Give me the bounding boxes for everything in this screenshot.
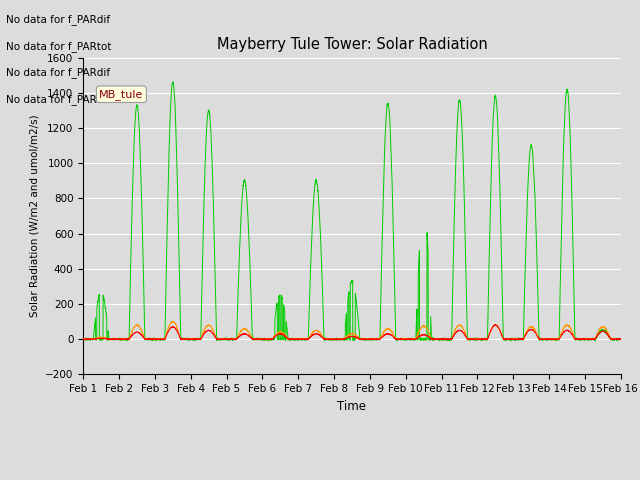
Y-axis label: Solar Radiation (W/m2 and umol/m2/s): Solar Radiation (W/m2 and umol/m2/s): [29, 115, 40, 317]
Title: Mayberry Tule Tower: Solar Radiation: Mayberry Tule Tower: Solar Radiation: [216, 37, 488, 52]
Text: No data for f_PARdif: No data for f_PARdif: [6, 14, 111, 25]
X-axis label: Time: Time: [337, 400, 367, 413]
Text: MB_tule: MB_tule: [99, 89, 143, 100]
Text: No data for f_PARdif: No data for f_PARdif: [6, 67, 111, 78]
Text: No data for f_PARtot: No data for f_PARtot: [6, 94, 112, 105]
Text: No data for f_PARtot: No data for f_PARtot: [6, 41, 112, 52]
